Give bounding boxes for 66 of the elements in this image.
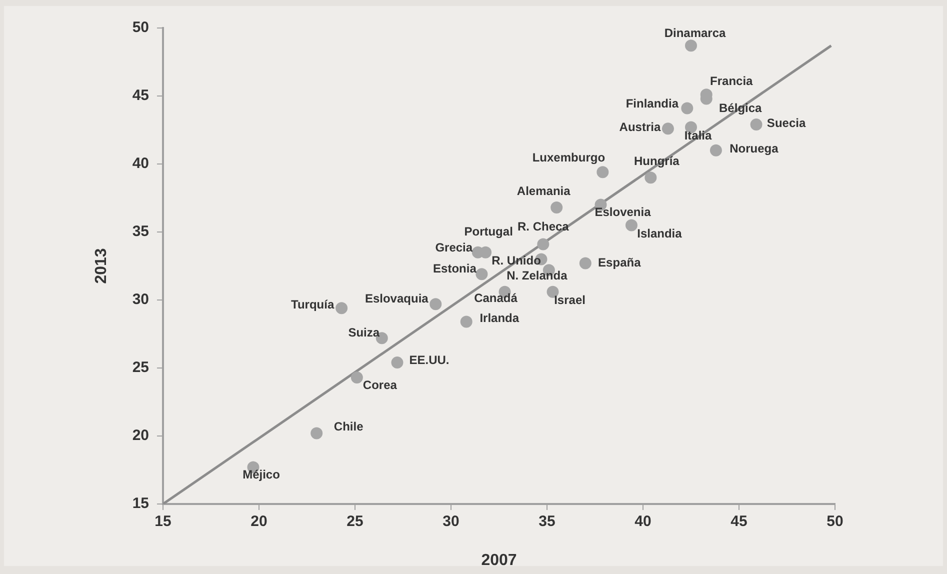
x-tick-label: 20 — [250, 513, 268, 530]
point — [537, 238, 550, 250]
annotation: Bélgica — [719, 101, 762, 116]
x-tick-label: 25 — [346, 513, 364, 530]
y-tick-label: 15 — [132, 495, 149, 512]
annotation: Francia — [710, 74, 754, 88]
annotation: Finlandia — [626, 96, 679, 111]
annotation: Canadá — [474, 291, 518, 306]
x-tick-label: 45 — [730, 513, 748, 530]
point — [350, 372, 363, 384]
annotation: Luxemburgo — [532, 150, 606, 164]
annotation: Dinamarca — [664, 26, 726, 40]
annotation: Chile — [334, 420, 364, 434]
annotation: Austria — [619, 120, 661, 134]
annotation: Corea — [362, 378, 398, 392]
annotation: España — [598, 256, 642, 270]
x-tick-label: 50 — [826, 513, 844, 530]
annotation: Suiza — [348, 325, 380, 340]
point — [685, 40, 697, 52]
annotation: Alemania — [516, 184, 571, 198]
annotation: Grecia — [435, 240, 473, 255]
y-tick-label: 35 — [132, 223, 149, 240]
annotation: Eslovaquia — [364, 291, 429, 306]
point — [710, 144, 722, 156]
point — [550, 202, 563, 214]
annotation: Noruega — [730, 142, 779, 156]
x-tick-label: 30 — [442, 513, 460, 530]
point — [460, 316, 472, 328]
point — [579, 257, 592, 270]
y-axis-title: 2013 — [93, 248, 110, 284]
y-tick-label: 45 — [132, 87, 149, 104]
annotation: Suecia — [766, 116, 806, 130]
annotation: Estonia — [433, 261, 477, 276]
point — [750, 118, 762, 131]
x-tick-label: 35 — [538, 513, 556, 530]
point — [391, 356, 404, 369]
y-tick-label: 20 — [132, 427, 149, 444]
annotation: Eslovenia — [594, 205, 652, 220]
point — [681, 102, 694, 114]
annotation: N. Zelanda — [506, 268, 568, 282]
annotation: R. Unido — [492, 254, 541, 268]
annotation: Portugal — [464, 224, 513, 239]
y-tick-label: 25 — [132, 359, 149, 376]
annotation: Italia — [684, 128, 712, 143]
point — [625, 219, 638, 232]
point — [662, 122, 674, 135]
y-tick-label: 40 — [132, 155, 149, 172]
annotation: Méjico — [242, 468, 280, 482]
point — [336, 302, 348, 314]
point — [644, 172, 657, 184]
x-tick-label: 15 — [154, 513, 172, 530]
annotation: Irlanda — [480, 311, 520, 326]
annotation: EE.UU. — [409, 352, 450, 367]
annotation: Turquía — [291, 297, 334, 312]
point — [476, 268, 488, 280]
x-tick-label: 40 — [634, 513, 652, 530]
point — [310, 427, 323, 440]
annotation: R. Checa — [517, 220, 570, 234]
annotation: Israel — [554, 293, 586, 308]
point — [430, 298, 442, 310]
annotation: Hungría — [634, 154, 680, 168]
y-tick-label: 50 — [132, 19, 149, 36]
y-tick-label: 30 — [132, 291, 149, 308]
x-axis-title: 2007 — [481, 552, 517, 569]
point — [596, 166, 609, 178]
annotation: Islandia — [637, 226, 682, 241]
